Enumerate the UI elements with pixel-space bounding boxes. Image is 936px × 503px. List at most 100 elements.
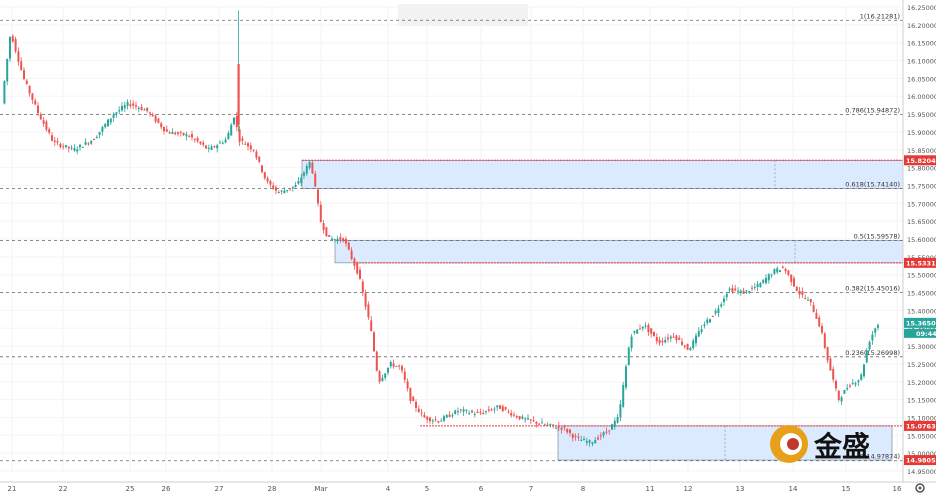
candle-body	[877, 325, 879, 328]
candle-body	[62, 146, 65, 148]
candle-body	[305, 165, 308, 174]
candle-body	[322, 223, 325, 230]
candle-body	[143, 109, 146, 111]
price-tag	[904, 155, 936, 166]
candle-body	[401, 366, 403, 371]
candle-body	[644, 325, 647, 327]
candle-body	[280, 190, 283, 192]
candle-body	[79, 144, 81, 148]
candle-body	[297, 180, 300, 184]
candle-body	[683, 345, 686, 347]
fib-layer: 1(16.21281) 0.786(15.94872) 0.618(15.74140…	[0, 12, 903, 462]
candle-body	[543, 424, 546, 426]
candle-body	[695, 335, 697, 344]
candle-body	[725, 293, 728, 298]
candle-body	[202, 142, 205, 145]
candle-body	[205, 145, 207, 149]
candle-body	[672, 336, 675, 338]
candle-body	[580, 440, 583, 442]
candle-body	[289, 188, 291, 190]
candle-body	[734, 288, 737, 291]
candle-body	[527, 418, 529, 420]
candle-body	[577, 436, 580, 438]
candle-body	[177, 132, 179, 134]
candle-body	[319, 204, 322, 223]
candle-body	[255, 151, 258, 158]
candle-body	[252, 149, 255, 151]
candle-body	[191, 134, 193, 138]
candle-body	[53, 140, 56, 142]
candle-body	[154, 115, 157, 122]
candle-body	[781, 266, 784, 268]
candle-body	[669, 336, 672, 339]
candle-body	[647, 325, 650, 333]
y-tick-label: 15.70000	[907, 200, 936, 208]
candle-body	[39, 114, 42, 120]
settings-gear-icon[interactable]	[915, 483, 925, 493]
candle-body	[513, 414, 515, 416]
candle-body	[123, 105, 126, 109]
candle-body	[737, 290, 739, 292]
candle-body	[98, 131, 101, 136]
x-tick-label: Mar	[314, 485, 327, 493]
candle-body	[45, 121, 48, 130]
x-tick-label: 5	[425, 485, 429, 493]
candle-body	[714, 310, 717, 314]
candle-body	[711, 316, 714, 318]
candle-body	[193, 138, 196, 140]
candle-body	[661, 341, 664, 343]
candle-body	[333, 239, 336, 241]
candle-body	[485, 411, 487, 413]
candle-body	[826, 347, 829, 361]
zone-layer	[301, 159, 904, 461]
x-tick-label: 16	[893, 485, 902, 493]
candle-body	[437, 421, 440, 423]
candle-body	[70, 147, 73, 149]
candle-body	[370, 320, 373, 332]
y-tick-label: 16.05000	[907, 75, 936, 83]
x-tick-label: 25	[126, 485, 135, 493]
candle-body	[549, 423, 552, 425]
candle-body	[59, 143, 62, 148]
candle-body	[353, 258, 356, 266]
candle-body	[837, 390, 840, 400]
candle-body	[723, 298, 725, 302]
candle-body	[804, 297, 807, 299]
candle-body	[538, 423, 541, 425]
candle-body	[812, 305, 815, 313]
fib-level-label: 0.786(15.94872)	[845, 107, 900, 115]
candle-body	[76, 149, 79, 152]
candle-body	[272, 185, 275, 189]
candle-body	[347, 242, 350, 250]
candle-body	[535, 421, 538, 424]
candle-body	[331, 238, 333, 241]
candle-body	[639, 328, 641, 330]
candle-body	[583, 438, 585, 441]
candle-body	[258, 156, 261, 162]
candle-body	[851, 382, 854, 384]
y-tick-label: 15.25000	[907, 361, 936, 369]
candle-body	[521, 416, 524, 419]
candle-body	[700, 329, 703, 333]
candle-body	[633, 330, 636, 333]
candle-body	[426, 416, 429, 420]
candle-body	[445, 415, 448, 418]
candle-body	[739, 290, 742, 293]
candle-body	[269, 181, 272, 185]
candle-body	[552, 424, 555, 426]
candle-body	[465, 409, 468, 411]
candle-body	[283, 190, 286, 194]
candle-body	[25, 80, 28, 84]
candle-body	[860, 374, 863, 380]
candle-body	[655, 336, 658, 342]
candle-body	[417, 408, 420, 413]
candle-body	[168, 132, 171, 134]
candle-body	[219, 142, 221, 144]
fib-level-label: 0.618(15.74140)	[845, 181, 900, 189]
candle-body	[146, 107, 149, 112]
candle-body	[151, 114, 154, 116]
x-tick-label: 22	[59, 485, 68, 493]
candle-body	[762, 279, 765, 283]
candle-body	[420, 412, 423, 414]
